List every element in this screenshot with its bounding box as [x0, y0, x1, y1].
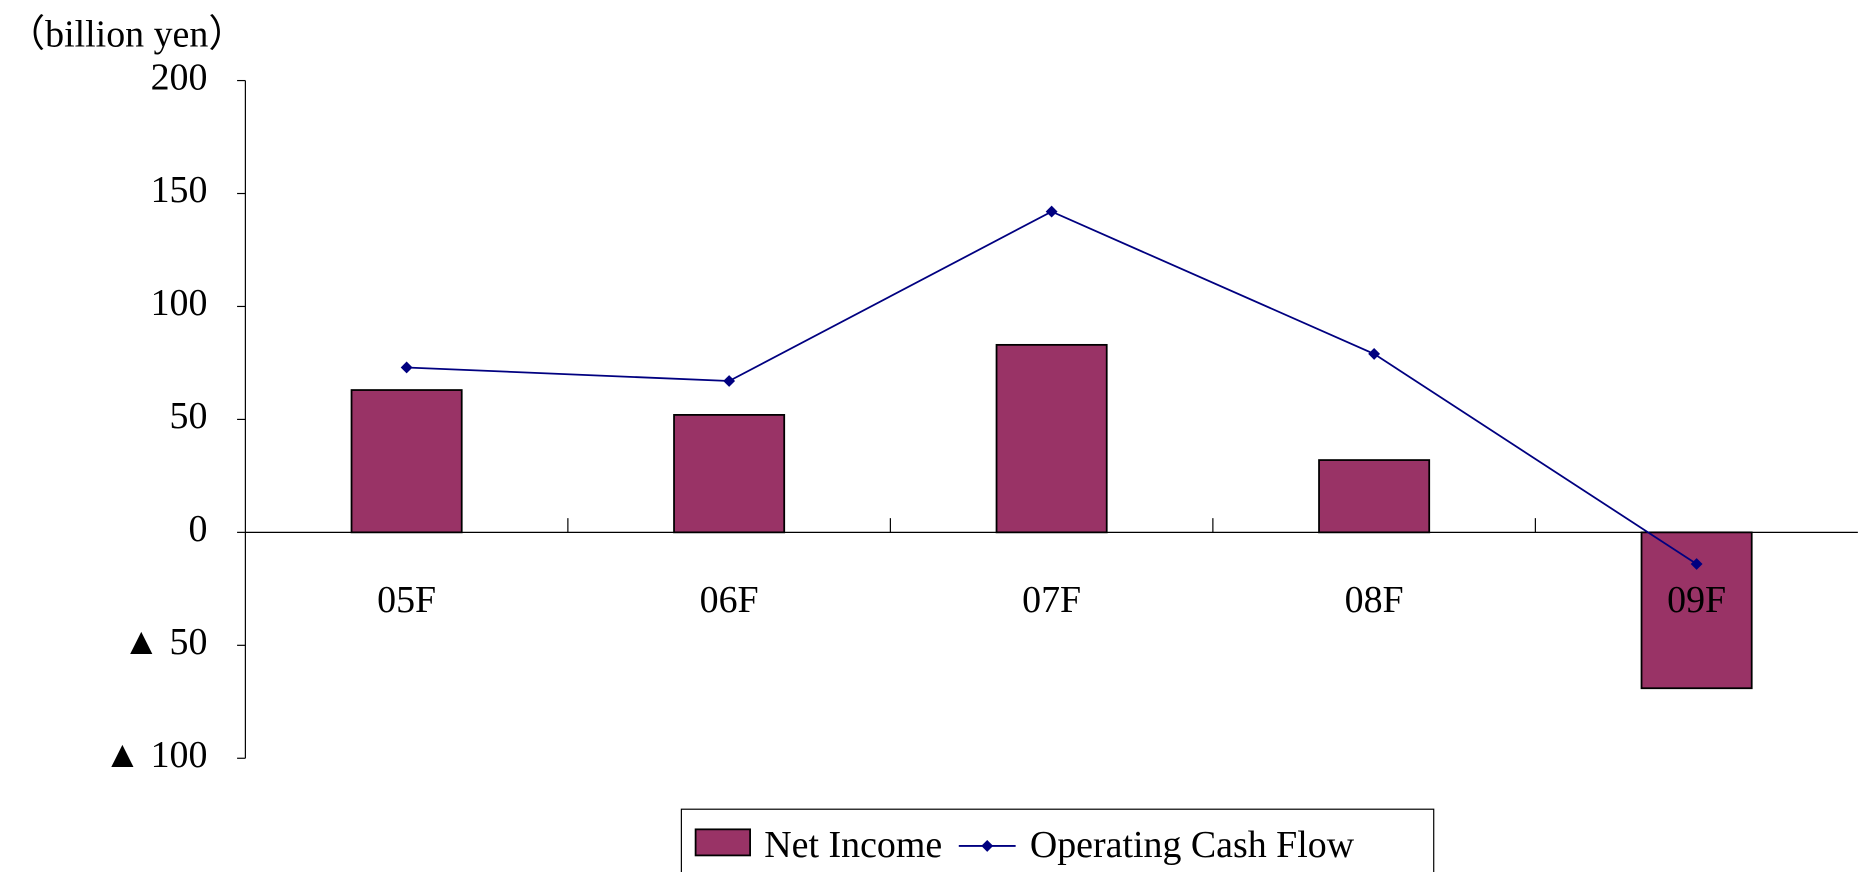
x-tick-label: 06F: [700, 579, 759, 621]
y-tick-label: ▲ 50: [123, 621, 208, 663]
line-marker: [723, 375, 736, 387]
bar: [1318, 459, 1431, 534]
legend-box: [680, 808, 1435, 872]
y-axis-label: （billion yen）: [7, 14, 246, 56]
bar: [350, 389, 463, 534]
y-tick-label: 200: [151, 56, 208, 98]
x-tick-label: 05F: [377, 579, 436, 621]
y-tick-label: 50: [170, 395, 208, 437]
x-tick-label: 09F: [1667, 579, 1726, 621]
line-marker: [1045, 205, 1058, 218]
legend-label: Net Income: [764, 824, 942, 866]
line-marker: [1368, 347, 1381, 360]
y-tick-label: ▲ 100: [104, 734, 208, 776]
y-tick-label: 150: [151, 169, 208, 211]
x-tick-label: 07F: [1022, 579, 1081, 621]
line-marker: [1690, 558, 1703, 570]
legend-swatch: [981, 840, 994, 852]
x-tick-label: 08F: [1345, 579, 1404, 621]
bar: [995, 343, 1108, 534]
legend-label: Operating Cash Flow: [1030, 824, 1355, 866]
line-marker: [400, 361, 413, 374]
bar: [673, 414, 786, 534]
y-tick-label: 100: [151, 282, 208, 324]
y-tick-label: 0: [189, 508, 208, 550]
legend-swatch: [694, 828, 751, 857]
